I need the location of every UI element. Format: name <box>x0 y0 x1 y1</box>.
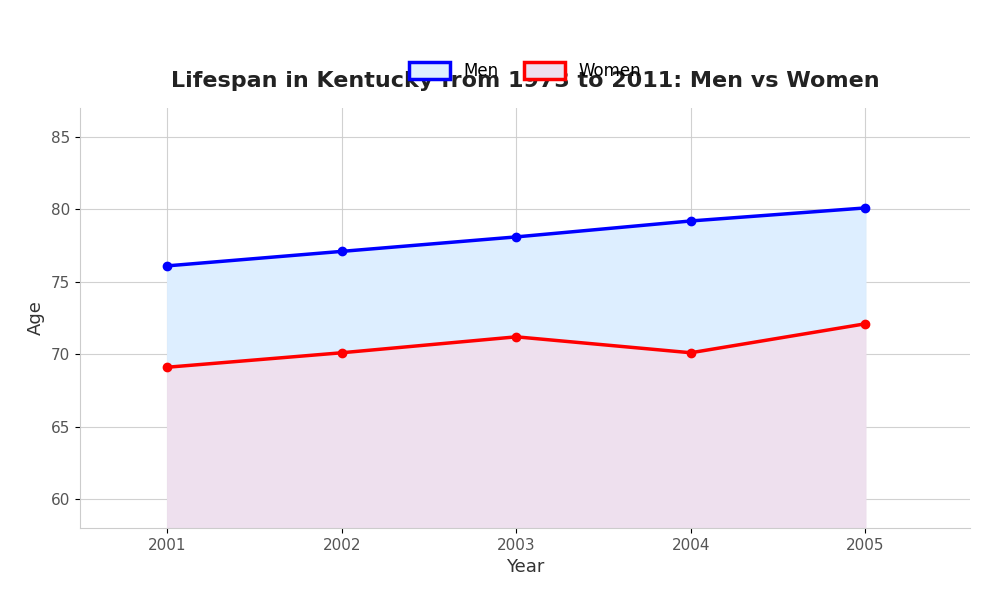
Legend: Men, Women: Men, Women <box>409 62 641 80</box>
Title: Lifespan in Kentucky from 1973 to 2011: Men vs Women: Lifespan in Kentucky from 1973 to 2011: … <box>171 71 879 91</box>
Y-axis label: Age: Age <box>27 301 45 335</box>
X-axis label: Year: Year <box>506 558 544 576</box>
